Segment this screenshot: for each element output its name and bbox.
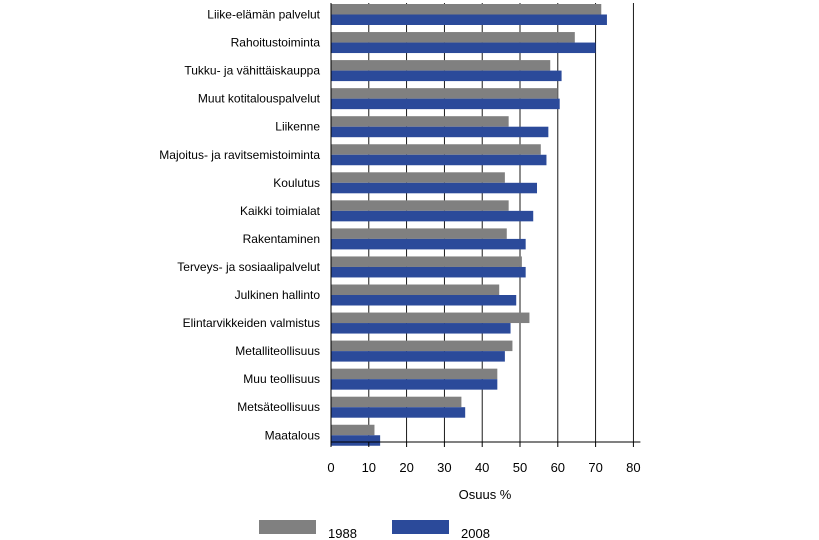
- axes: [330, 3, 641, 447]
- category-label: Liikenne: [275, 120, 320, 134]
- bar-2008: [331, 407, 466, 418]
- x-tick-label: 0: [327, 460, 334, 475]
- bar-1988: [331, 144, 541, 155]
- bar-1988: [331, 116, 509, 127]
- bar-2008: [331, 154, 547, 166]
- category-label: Julkinen hallinto: [235, 288, 321, 302]
- bar-2008: [331, 42, 596, 54]
- category-labels: Liike-elämän palvelut Rahoitustoiminta Tuk…: [159, 8, 320, 443]
- bars-group: [331, 4, 607, 446]
- bar-1988: [331, 32, 575, 43]
- bar-2008: [331, 351, 505, 362]
- category-label: Metalliteollisuus: [235, 344, 320, 358]
- bar-2008: [331, 379, 498, 390]
- bar-2008: [331, 126, 549, 138]
- legend: 1988 2008: [259, 520, 490, 540]
- category-label: Liike-elämän palvelut: [207, 8, 320, 22]
- bar-1988: [331, 284, 500, 295]
- category-label: Maatalous: [265, 428, 320, 442]
- x-tick-label: 30: [437, 460, 451, 475]
- bar-1988: [331, 60, 551, 71]
- x-tick-labels: 0 10 20 30 40 50 60 70 80: [327, 460, 640, 475]
- bar-2008: [331, 14, 607, 25]
- bar-1988: [331, 340, 513, 352]
- bar-1988: [331, 88, 558, 99]
- category-label: Metsäteollisuus: [237, 400, 320, 414]
- x-tick-label: 80: [626, 460, 640, 475]
- bar-2008: [331, 98, 560, 110]
- bar-2008: [331, 70, 562, 82]
- legend-label-2008: 2008: [461, 526, 490, 540]
- bar-2008: [331, 210, 534, 222]
- x-tick-label: 70: [588, 460, 602, 475]
- category-label: Elintarvikkeiden valmistus: [183, 316, 320, 330]
- bar-2008: [331, 323, 511, 334]
- bar-1988: [331, 200, 509, 211]
- legend-swatch-2008: [392, 520, 449, 534]
- x-tick-label: 40: [475, 460, 489, 475]
- x-tick-label: 20: [399, 460, 413, 475]
- bar-1988: [331, 256, 522, 267]
- category-label: Rakentaminen: [243, 232, 320, 246]
- bar-2008: [331, 435, 381, 446]
- category-label: Majoitus- ja ravitsemistoiminta: [159, 148, 320, 162]
- x-tick-label: 10: [362, 460, 376, 475]
- legend-label-1988: 1988: [328, 526, 357, 540]
- bar-2008: [331, 266, 526, 278]
- category-label: Terveys- ja sosiaalipalvelut: [177, 260, 320, 274]
- bar-2008: [331, 182, 538, 194]
- bar-1988: [331, 396, 462, 408]
- bar-2008: [331, 238, 526, 250]
- bar-1988: [331, 4, 602, 15]
- x-axis-label: Osuus %: [459, 487, 512, 502]
- bar-1988: [331, 312, 530, 324]
- category-label: Muu teollisuus: [243, 372, 320, 386]
- bar-1988: [331, 172, 505, 183]
- bar-1988: [331, 368, 498, 380]
- x-tick-label: 50: [513, 460, 527, 475]
- category-label: Tukku- ja vähittäiskauppa: [184, 64, 320, 78]
- bar-2008: [331, 295, 517, 306]
- category-label: Koulutus: [273, 176, 320, 190]
- category-label: Kaikki toimialat: [240, 204, 321, 218]
- category-label: Rahoitustoiminta: [231, 36, 321, 50]
- bar-1988: [331, 228, 507, 239]
- x-tick-label: 60: [551, 460, 565, 475]
- category-label: Muut kotitalouspalvelut: [198, 92, 321, 106]
- bar-1988: [331, 424, 375, 436]
- legend-swatch-1988: [259, 520, 316, 534]
